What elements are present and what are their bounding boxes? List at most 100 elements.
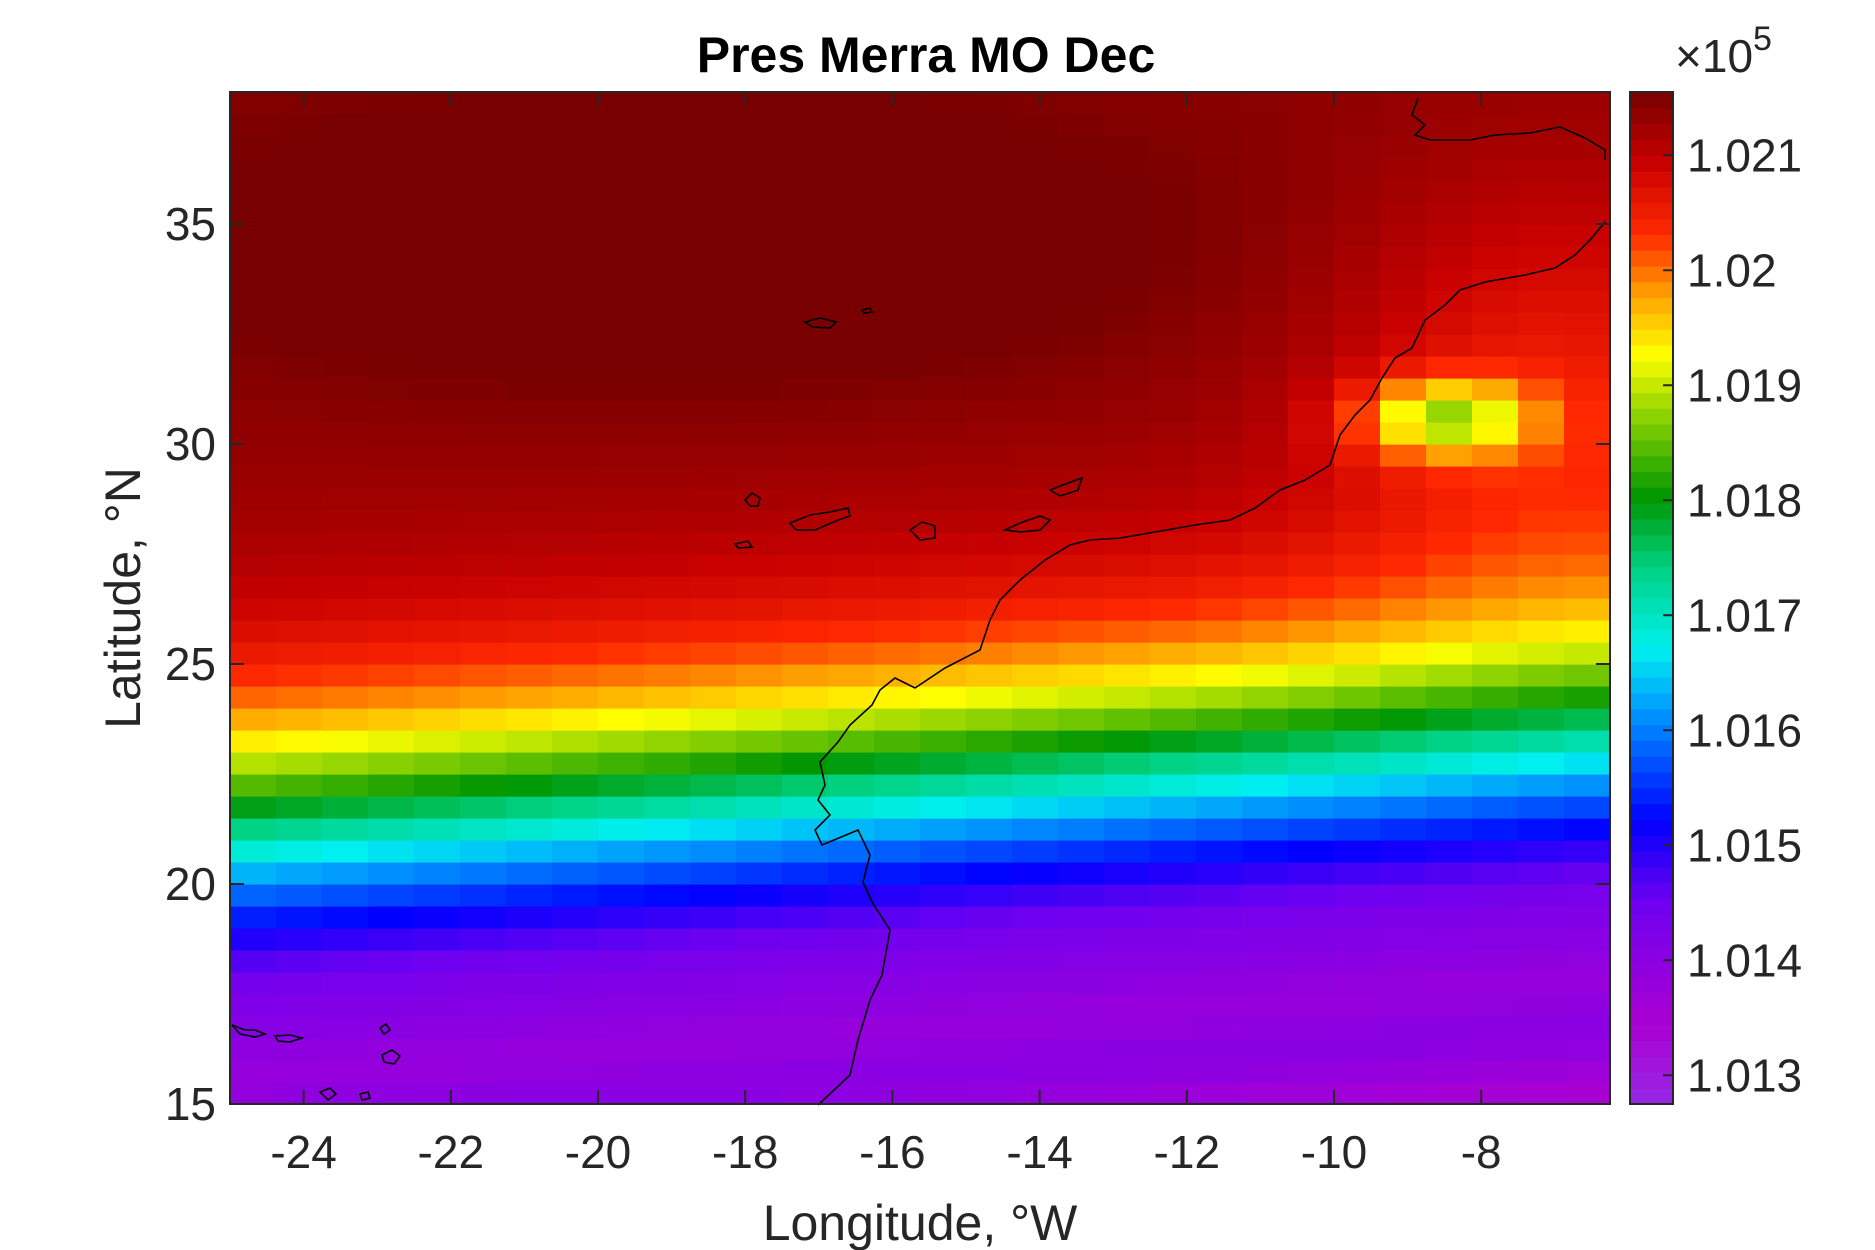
heatmap-cell: [1150, 1060, 1197, 1083]
heatmap-cell: [414, 906, 461, 929]
heatmap-cell: [1196, 334, 1243, 357]
heatmap-cell: [460, 1038, 507, 1061]
heatmap-cell: [322, 114, 369, 137]
heatmap-cell: [1380, 114, 1427, 137]
heatmap-cell: [1518, 1038, 1565, 1061]
heatmap-cell: [736, 202, 783, 225]
colorbar-swatch: [1630, 250, 1673, 267]
heatmap-cell: [1334, 972, 1381, 995]
heatmap-cell: [1380, 466, 1427, 489]
heatmap-cell: [966, 268, 1013, 291]
heatmap-cell: [1564, 752, 1611, 775]
heatmap-cell: [1288, 422, 1335, 445]
heatmap-cell: [966, 862, 1013, 885]
heatmap-cell: [1242, 356, 1289, 379]
heatmap-cell: [322, 840, 369, 863]
heatmap-cell: [1426, 752, 1473, 775]
heatmap-cell: [460, 928, 507, 951]
heatmap-cell: [230, 246, 277, 269]
heatmap-cell: [1058, 642, 1105, 665]
heatmap-cell: [230, 510, 277, 533]
x-tick-label: -12: [1154, 1126, 1220, 1178]
heatmap-cell: [1288, 752, 1335, 775]
heatmap-cell: [920, 400, 967, 423]
heatmap-cell: [966, 1038, 1013, 1061]
heatmap-cell: [782, 708, 829, 731]
heatmap-cell: [1150, 158, 1197, 181]
colorbar-swatch: [1630, 645, 1673, 662]
heatmap-cell: [874, 1038, 921, 1061]
heatmap-cell: [874, 114, 921, 137]
heatmap-cell: [506, 576, 553, 599]
heatmap-cell: [736, 752, 783, 775]
heatmap-cell: [414, 884, 461, 907]
heatmap-cell: [920, 818, 967, 841]
heatmap-cell: [1104, 136, 1151, 159]
heatmap-cell: [1288, 708, 1335, 731]
heatmap-cell: [1288, 730, 1335, 753]
heatmap-cell: [874, 312, 921, 335]
heatmap-cell: [1564, 532, 1611, 555]
heatmap-cell: [966, 730, 1013, 753]
heatmap-cell: [1518, 422, 1565, 445]
heatmap-cell: [1012, 752, 1059, 775]
heatmap-cell: [1334, 378, 1381, 401]
heatmap-cell: [276, 972, 323, 995]
heatmap-cell: [1058, 774, 1105, 797]
heatmap-cell: [1426, 1060, 1473, 1083]
heatmap-cell: [782, 466, 829, 489]
heatmap-cell: [1012, 774, 1059, 797]
heatmap-cell: [1426, 224, 1473, 247]
heatmap-cell: [1058, 664, 1105, 687]
heatmap-cell: [966, 554, 1013, 577]
heatmap-cell: [736, 664, 783, 687]
heatmap-cell: [644, 774, 691, 797]
heatmap-cell: [460, 1060, 507, 1083]
heatmap-cell: [276, 686, 323, 709]
heatmap-cell: [644, 510, 691, 533]
heatmap-cell: [230, 466, 277, 489]
heatmap-cell: [1196, 686, 1243, 709]
heatmap-cell: [782, 312, 829, 335]
heatmap-cell: [230, 290, 277, 313]
colorbar-swatch: [1630, 534, 1673, 552]
heatmap-cell: [1518, 334, 1565, 357]
heatmap-cell: [1012, 334, 1059, 357]
colorbar-ticks: 1.0131.0141.0151.0161.0171.0181.0191.021…: [1663, 129, 1802, 1101]
heatmap-cell: [414, 158, 461, 181]
heatmap-cell: [1104, 906, 1151, 929]
heatmap-cell: [506, 334, 553, 357]
heatmap-cell: [1058, 136, 1105, 159]
heatmap-cell: [1012, 246, 1059, 269]
heatmap-cell: [552, 774, 599, 797]
heatmap-cell: [230, 598, 277, 621]
heatmap-cell: [1472, 994, 1519, 1017]
heatmap-cell: [1012, 356, 1059, 379]
heatmap-cell: [506, 1016, 553, 1039]
heatmap-cell: [1012, 906, 1059, 929]
heatmap-cell: [230, 268, 277, 291]
heatmap-cell: [1150, 1038, 1197, 1061]
heatmap-cell: [1242, 92, 1289, 115]
heatmap-cell: [966, 488, 1013, 511]
canary-island: [1048, 476, 1084, 497]
heatmap-cell: [1380, 862, 1427, 885]
heatmap-cell: [276, 906, 323, 929]
heatmap-cell: [368, 708, 415, 731]
heatmap-cell: [644, 444, 691, 467]
heatmap-cell: [368, 378, 415, 401]
heatmap-cell: [1334, 554, 1381, 577]
heatmap-cell: [598, 136, 645, 159]
colorbar-swatch: [1630, 408, 1673, 425]
heatmap-cell: [644, 400, 691, 423]
heatmap-cell: [1012, 158, 1059, 181]
heatmap-cell: [736, 994, 783, 1017]
heatmap-cell: [1196, 972, 1243, 995]
heatmap-cell: [460, 884, 507, 907]
heatmap-cell: [828, 532, 875, 555]
heatmap-cell: [920, 202, 967, 225]
heatmap-cell: [1104, 686, 1151, 709]
heatmap-cell: [368, 774, 415, 797]
heatmap-cell: [874, 730, 921, 753]
heatmap-cell: [230, 708, 277, 731]
